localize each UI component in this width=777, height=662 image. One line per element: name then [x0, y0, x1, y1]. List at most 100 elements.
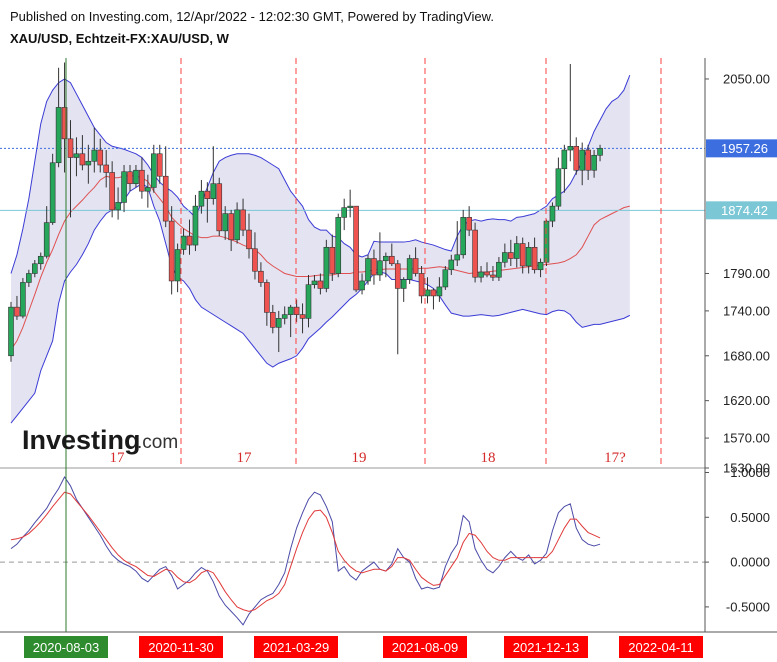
date-label: 2022-04-11	[628, 640, 694, 655]
candle-body	[460, 217, 467, 256]
candle-body	[198, 190, 205, 207]
date-label-box	[504, 636, 588, 658]
candles	[8, 62, 603, 362]
candle-body	[335, 217, 342, 274]
y-tick-label: 1570.00	[723, 431, 770, 446]
candle-body	[388, 255, 395, 265]
candle-body	[258, 270, 264, 283]
candle-body	[55, 107, 62, 164]
date-label-box	[24, 636, 108, 658]
price-axis-bg	[705, 58, 777, 662]
axes: 2050.00 1957.26 1874.42 1790.00 1740.00 1680.…	[0, 58, 777, 662]
candle-body	[26, 273, 32, 283]
candle-body	[299, 314, 306, 319]
candle-body	[281, 314, 288, 319]
osc-tick-label: 1.0000	[730, 465, 770, 480]
candle-body	[115, 202, 121, 211]
date-label: 2021-08-09	[392, 640, 459, 655]
candle-body	[466, 217, 472, 231]
candle-body	[139, 169, 145, 192]
candle-body	[67, 138, 74, 158]
candle-body	[597, 148, 603, 156]
candle-body	[502, 252, 508, 263]
candle-body	[293, 306, 300, 315]
candle-body	[216, 183, 223, 232]
price-label: 1957.26	[721, 141, 768, 156]
candle-body	[329, 246, 336, 274]
candle-body	[103, 164, 109, 173]
candle-body	[61, 107, 68, 140]
date-label-box	[383, 636, 467, 658]
candle-body	[394, 263, 401, 289]
date-label-box	[254, 636, 338, 658]
y-tick-label: 1740.00	[723, 303, 770, 318]
candle-body	[317, 280, 324, 289]
candle-body	[192, 205, 199, 246]
candle-body	[513, 243, 520, 259]
candle-body	[305, 284, 312, 319]
oscillator-series-1	[10, 491, 601, 612]
oscillator-series-0	[10, 475, 601, 626]
candle-body	[585, 149, 591, 171]
candle-body	[91, 149, 98, 162]
cycle-markers: 17 17 19 18 17?	[65, 58, 662, 632]
candle-body	[204, 190, 211, 199]
candle-body	[371, 258, 377, 276]
candle-body	[180, 235, 187, 250]
price-lines	[0, 147, 705, 211]
y-tick-label: 1620.00	[723, 393, 770, 408]
candle-body	[228, 213, 234, 241]
candle-body	[353, 205, 359, 291]
candle-body	[448, 259, 455, 271]
price-label-box	[706, 201, 777, 220]
candle-body	[519, 243, 526, 267]
cycle-count: 17	[237, 450, 253, 466]
candle-body	[269, 312, 276, 328]
candle-body	[412, 258, 419, 274]
candle-body	[490, 274, 496, 278]
candle-body	[561, 149, 568, 170]
candle-body	[20, 282, 26, 317]
candle-body	[591, 154, 597, 171]
oscillator-panel	[0, 467, 705, 626]
band-fill	[11, 75, 630, 424]
price-label: 1874.42	[721, 203, 768, 218]
candle-body	[323, 246, 330, 289]
candle-body	[287, 306, 294, 315]
candle-body	[168, 220, 175, 282]
candle-body	[454, 254, 461, 261]
candle-body	[383, 255, 389, 262]
candle-body	[79, 153, 86, 166]
candle-body	[430, 289, 437, 297]
y-tick-label: 1790.00	[723, 266, 770, 281]
candle-body	[186, 235, 193, 246]
cycle-count: 17?	[604, 450, 626, 466]
candle-body	[347, 205, 353, 208]
candle-body	[133, 169, 139, 185]
candle-body	[484, 271, 490, 276]
candle-body	[525, 246, 532, 267]
candle-body	[222, 213, 228, 232]
candle-body	[37, 255, 44, 265]
candle-body	[210, 183, 217, 199]
investing-logo: Investing .com	[22, 425, 178, 455]
date-label: 2020-08-03	[33, 640, 100, 655]
candle-body	[145, 187, 151, 192]
logo-suffix: .com	[137, 432, 178, 453]
candle-body	[424, 289, 431, 297]
osc-tick-label: 0.5000	[730, 510, 770, 525]
candle-body	[406, 258, 413, 280]
band-upper-line	[10, 75, 631, 274]
candle-body	[442, 269, 449, 288]
symbol-title: XAU/USD, Echtzeit-FX:XAU/USD, W	[10, 31, 229, 46]
candle-body	[555, 168, 562, 207]
candle-body	[234, 209, 240, 241]
candle-body	[174, 249, 181, 282]
candle-body	[537, 261, 544, 271]
y-tick-label: 2050.00	[723, 71, 770, 86]
published-note: Published on Investing.com, 12/Apr/2022 …	[10, 9, 494, 24]
candle-body	[121, 171, 127, 203]
candle-body	[252, 248, 258, 272]
cycle-count: 19	[352, 450, 367, 466]
